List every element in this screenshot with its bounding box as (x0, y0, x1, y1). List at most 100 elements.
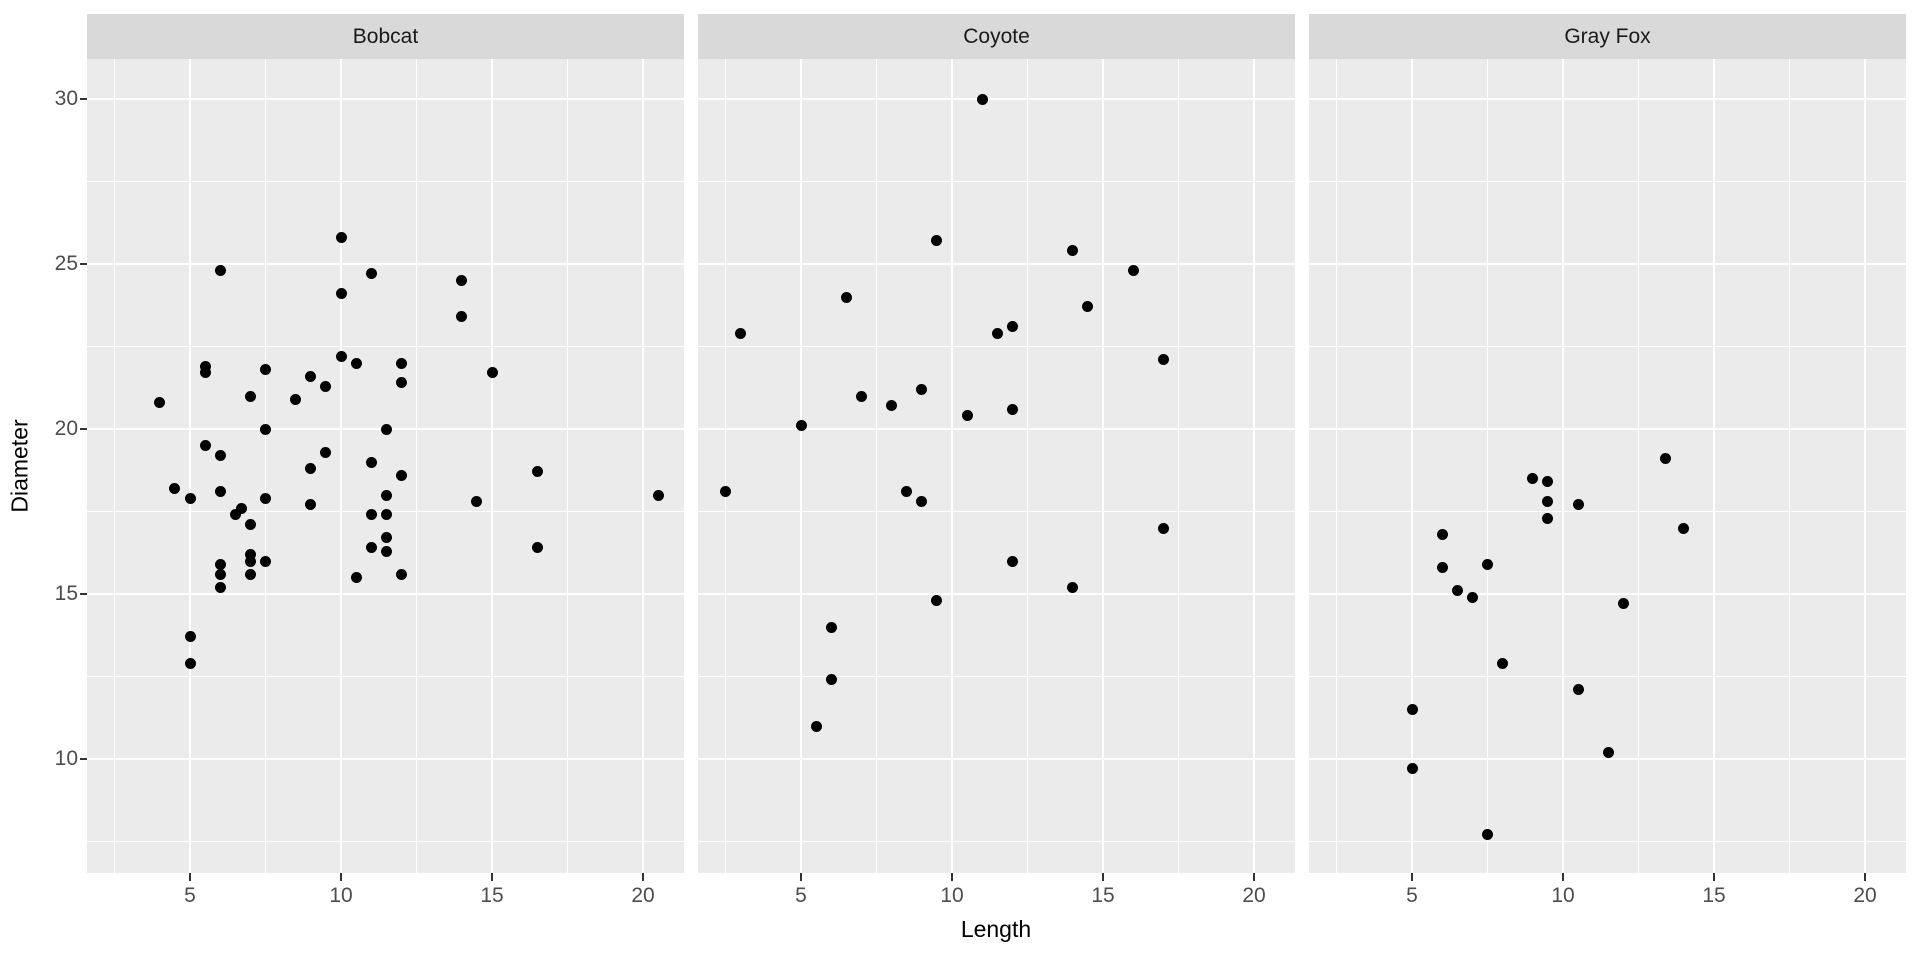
y-tick-mark (80, 758, 87, 760)
gridline-horizontal (698, 181, 1295, 182)
data-point (810, 720, 822, 732)
data-point (335, 350, 347, 362)
gridline-vertical (265, 59, 266, 873)
data-point (1406, 704, 1418, 715)
data-point (199, 440, 211, 451)
x-tick-mark (800, 873, 802, 881)
data-point (1067, 581, 1079, 593)
gridline-horizontal (1309, 841, 1906, 842)
gridline-horizontal (1309, 98, 1906, 100)
gridline-vertical (1336, 59, 1337, 873)
gridline-vertical (642, 59, 644, 873)
x-tick-mark (1102, 873, 1104, 881)
gridline-horizontal (1309, 676, 1906, 677)
data-point (199, 360, 211, 372)
data-point (991, 327, 1003, 339)
data-point (260, 364, 271, 376)
gridline-vertical (800, 59, 802, 873)
gridline-vertical (1713, 59, 1715, 873)
data-point (214, 581, 226, 593)
data-point (652, 489, 664, 501)
data-point (184, 492, 196, 504)
data-point (1436, 562, 1448, 574)
data-point (380, 509, 392, 521)
gridline-horizontal (698, 841, 1295, 842)
gridline-vertical (1789, 59, 1790, 873)
data-point (795, 420, 807, 432)
data-point (395, 568, 407, 580)
data-point (335, 288, 347, 300)
gridline-horizontal (1309, 181, 1906, 182)
gridline-horizontal (1309, 346, 1906, 347)
data-point (214, 265, 226, 277)
data-point (1678, 522, 1690, 534)
x-tick-mark (189, 873, 191, 881)
gridline-horizontal (87, 98, 684, 100)
data-point (1451, 585, 1463, 597)
data-point (531, 542, 543, 554)
data-point (305, 463, 317, 475)
data-point (380, 489, 392, 501)
data-point (235, 502, 247, 514)
gridline-horizontal (87, 181, 684, 182)
data-point (169, 482, 181, 494)
x-tick-label: 20 (1242, 884, 1266, 907)
data-point (1602, 746, 1614, 758)
gridline-vertical (1102, 59, 1104, 873)
y-tick-label: 10 (54, 747, 78, 770)
gridline-horizontal (698, 676, 1295, 677)
data-point (1497, 657, 1509, 669)
x-tick-mark (1411, 873, 1413, 881)
data-point (320, 380, 332, 392)
data-point (350, 357, 362, 369)
data-point (720, 486, 731, 498)
data-point (244, 548, 256, 560)
data-point (229, 509, 241, 521)
x-tick-label: 15 (1091, 884, 1115, 907)
data-point (335, 232, 347, 244)
gridline-horizontal (698, 593, 1295, 595)
x-tick-mark (491, 873, 493, 881)
facet-panel-bobcat (87, 59, 684, 873)
data-point (365, 456, 377, 468)
x-tick-mark (340, 873, 342, 881)
y-tick-mark (80, 428, 87, 430)
x-tick-label: 20 (1853, 884, 1877, 907)
data-point (214, 449, 226, 461)
gridline-horizontal (87, 346, 684, 347)
y-tick-mark (80, 263, 87, 265)
x-tick-mark (1253, 873, 1255, 881)
data-point (1617, 598, 1629, 610)
data-point (1157, 522, 1169, 534)
data-point (305, 499, 317, 511)
x-axis-title: Length (960, 916, 1032, 942)
data-point (365, 509, 377, 521)
data-point (1006, 555, 1018, 567)
data-point (916, 496, 928, 508)
data-point (1127, 265, 1139, 277)
gridline-vertical (340, 59, 342, 873)
facet-panel-gray-fox (1309, 59, 1906, 873)
data-point (365, 268, 377, 280)
data-point (214, 568, 226, 580)
gridline-vertical (416, 59, 417, 873)
gridline-horizontal (87, 841, 684, 842)
data-point (320, 446, 332, 458)
data-point (901, 486, 913, 498)
gridline-horizontal (698, 511, 1295, 512)
data-point (214, 486, 226, 498)
gridline-horizontal (698, 263, 1295, 265)
data-point (395, 357, 407, 369)
data-point (380, 532, 392, 544)
gridline-horizontal (87, 593, 684, 595)
gridline-vertical (189, 59, 191, 873)
data-point (214, 558, 226, 570)
facet-strip-gray-fox: Gray Fox (1309, 14, 1906, 59)
data-point (1572, 684, 1584, 696)
data-point (916, 383, 928, 395)
data-point (1542, 476, 1554, 488)
y-tick-label: 25 (54, 252, 78, 275)
data-point (1527, 473, 1539, 484)
x-tick-label: 5 (795, 884, 807, 907)
